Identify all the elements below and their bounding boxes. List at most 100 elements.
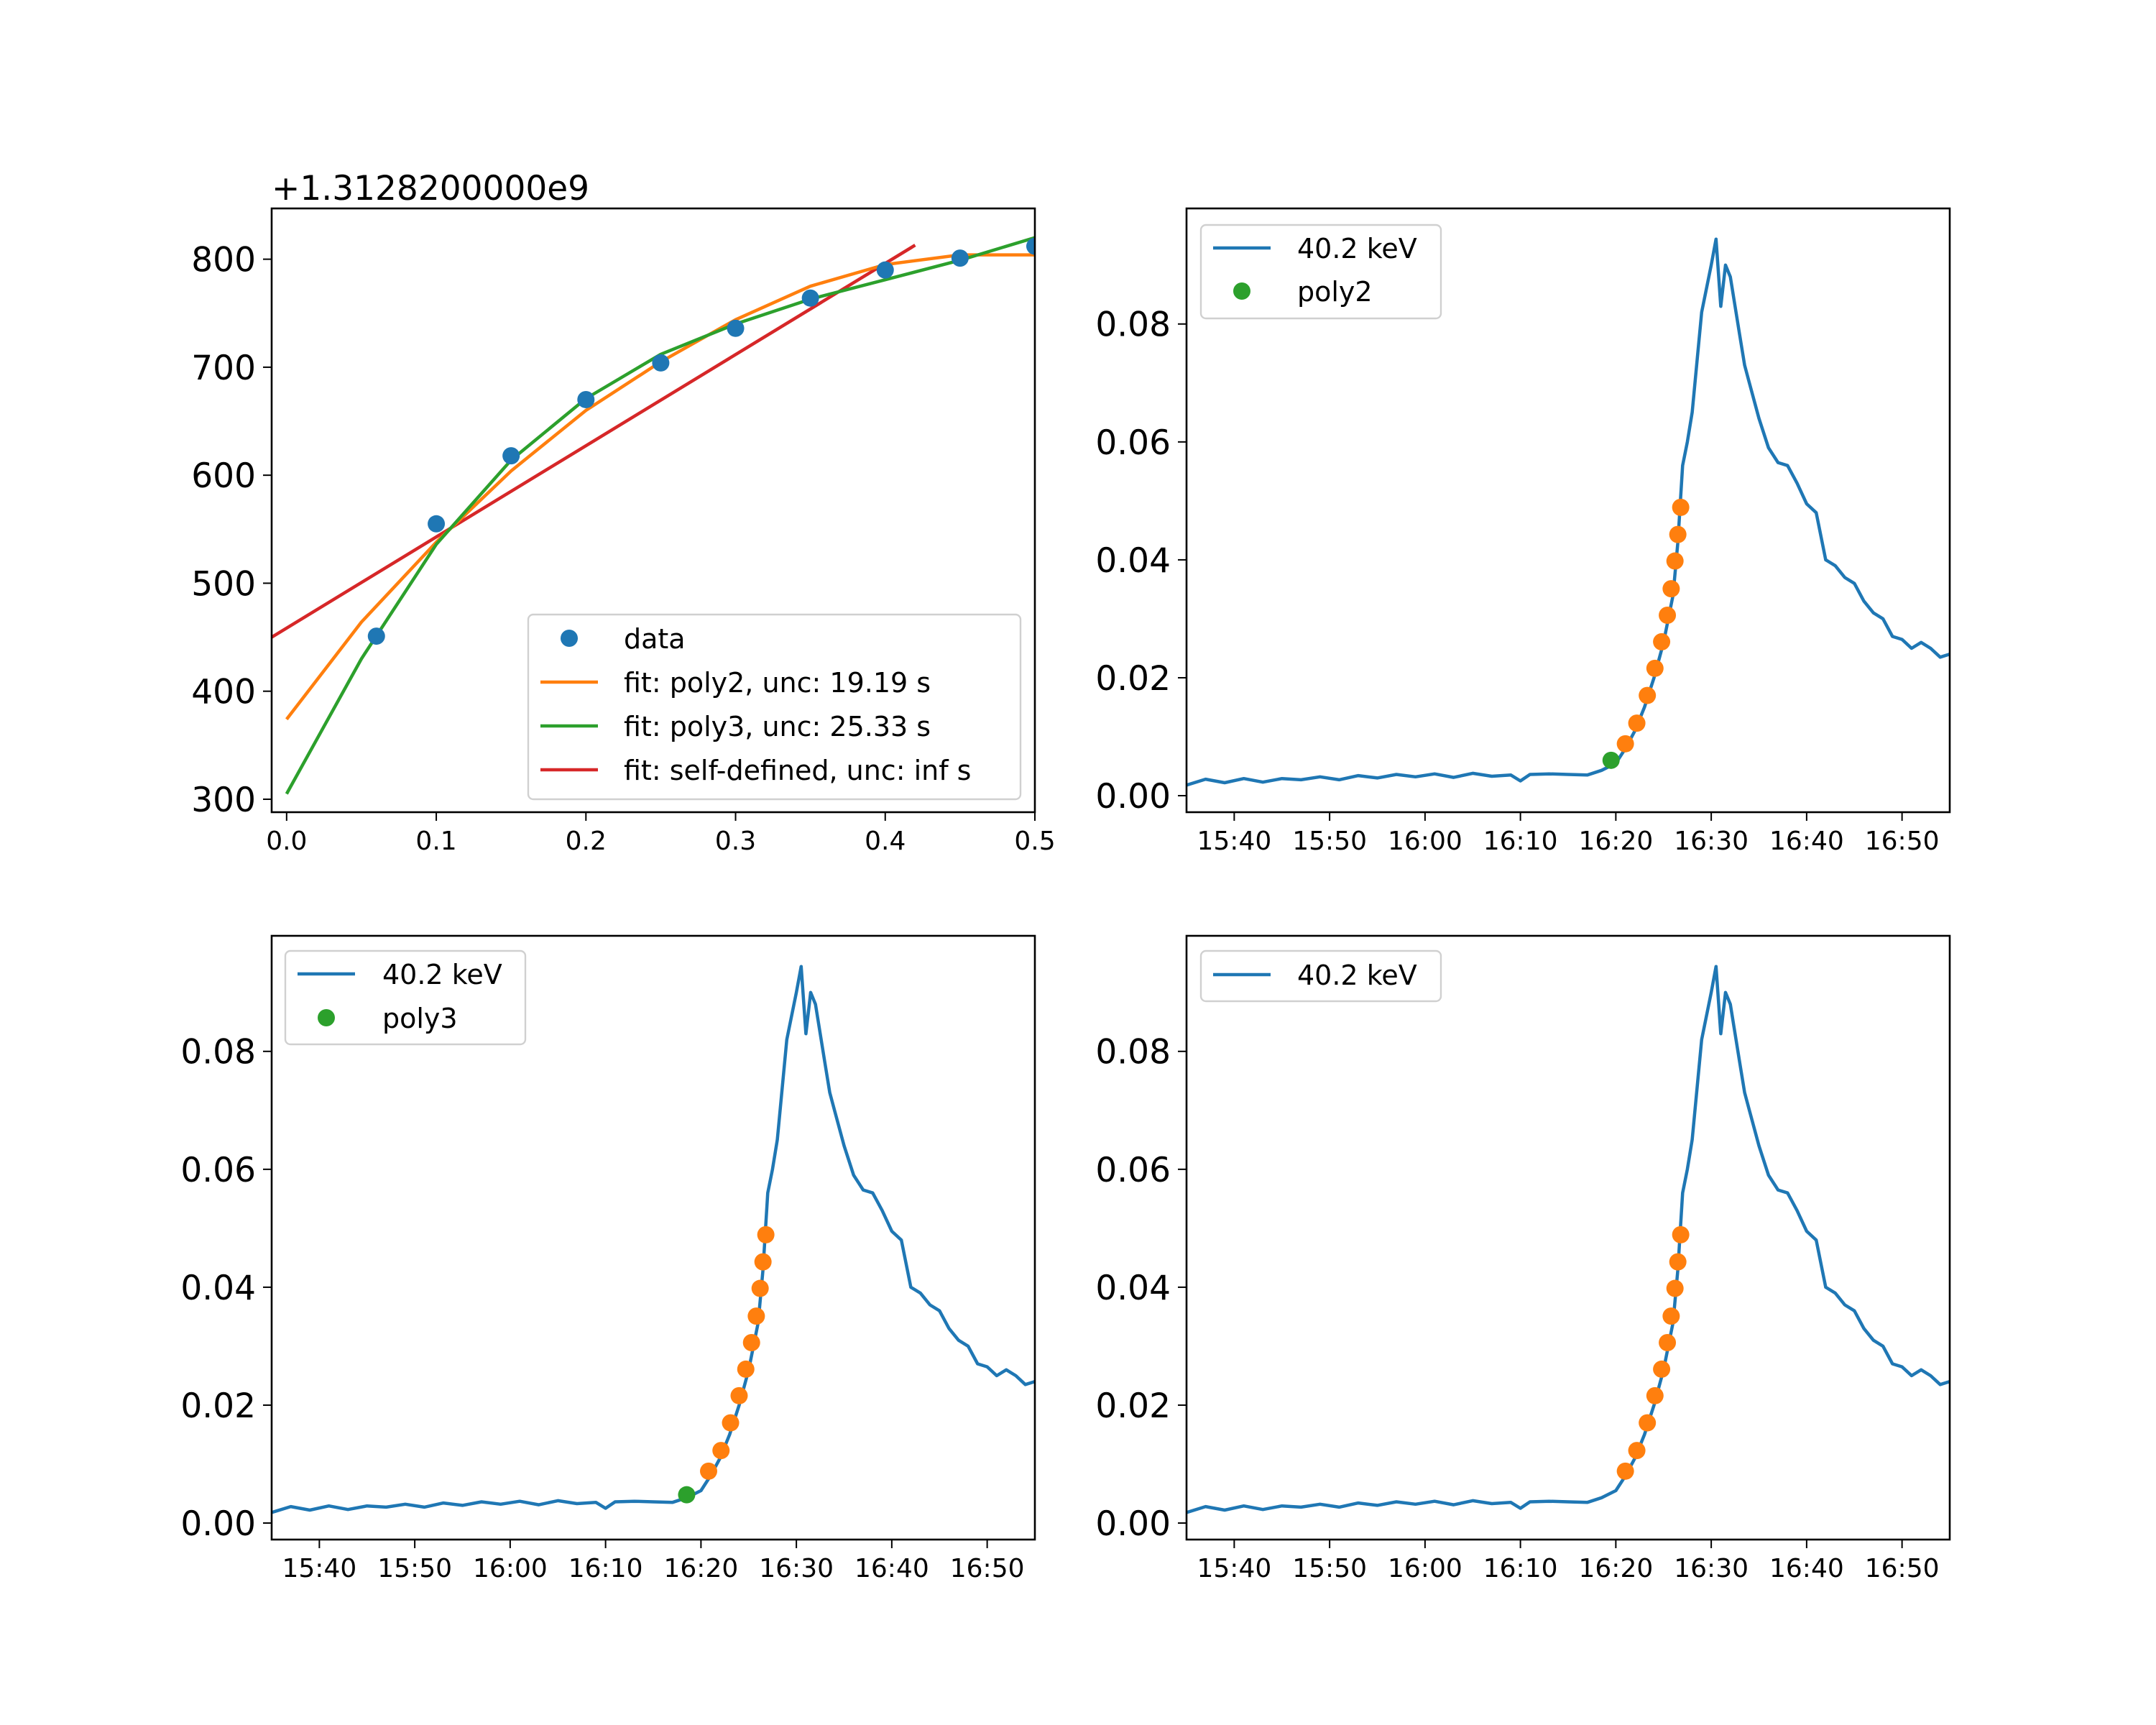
y-tick-label: 0.04 xyxy=(1095,541,1171,581)
y-tick-label: 700 xyxy=(191,349,256,388)
legend-label-poly3: poly3 xyxy=(382,1003,458,1034)
x-tick-label: 15:40 xyxy=(1197,1554,1272,1583)
lightcurve-40keV xyxy=(1187,237,1950,787)
x-tick-label: 16:10 xyxy=(1483,827,1558,856)
lightcurve-40keV xyxy=(1187,965,1950,1514)
x-tick-label: 16:30 xyxy=(759,1554,834,1583)
x-tick-label: 16:10 xyxy=(1483,1554,1558,1583)
y-tick-label: 0.00 xyxy=(1095,777,1171,816)
fit-point-orange xyxy=(1662,1307,1680,1325)
lightcurve-40keV xyxy=(272,965,1035,1514)
fit-point-orange xyxy=(722,1414,740,1432)
fit-point-orange xyxy=(754,1253,772,1271)
lightcurve-panel-poly3: 15:40 15:50 16:00 16:10 16:20 16:30 16:40 16:50… xyxy=(180,934,1036,1583)
fit-point-orange xyxy=(1669,1253,1687,1271)
x-tick-label: 15:50 xyxy=(1292,1554,1367,1583)
y-tick-label: 0.00 xyxy=(180,1504,256,1544)
y-tick-label: 0.02 xyxy=(180,1386,256,1426)
fit-point-orange xyxy=(737,1360,755,1378)
y-tick-label: 500 xyxy=(191,564,256,604)
data-point xyxy=(502,447,520,465)
y-tick-label: 0.08 xyxy=(1095,1033,1171,1072)
x-tick-label: 15:50 xyxy=(1292,827,1367,856)
data-point xyxy=(1026,237,1035,255)
x-tick-label: 15:50 xyxy=(377,1554,452,1583)
fit-point-orange xyxy=(1659,1334,1677,1352)
fit-point-orange xyxy=(1639,686,1657,704)
data-point xyxy=(577,390,595,408)
fit-axes: 0.0 0.1 0.2 0.3 0.4 0.5 300 400 500 600 700 800 xyxy=(191,207,1056,856)
lightcurve-panel-plain: 15:40 15:50 16:00 16:10 16:20 16:30 16:40 16:50… xyxy=(1095,934,1951,1583)
y-tick-label: 600 xyxy=(191,456,256,496)
y-tick-label: 0.06 xyxy=(1095,1151,1171,1190)
fit-point-orange xyxy=(751,1279,769,1297)
x-tick-label: 16:50 xyxy=(1865,827,1940,856)
x-tick-label: 16:00 xyxy=(473,1554,548,1583)
x-tick-label: 0.5 xyxy=(1014,827,1055,856)
fit-point-orange xyxy=(699,1462,717,1480)
x-tick-label: 16:20 xyxy=(1579,827,1654,856)
fit-point-orange xyxy=(1666,1279,1684,1297)
fit-point-orange xyxy=(730,1386,748,1404)
data-point xyxy=(428,515,446,533)
x-tick-label: 16:20 xyxy=(664,1554,739,1583)
data-point xyxy=(367,627,385,645)
data-point xyxy=(876,261,894,279)
legend-label-40keV: 40.2 keV xyxy=(1297,233,1417,264)
x-tick-label: 16:40 xyxy=(1769,1554,1844,1583)
fit-point-orange xyxy=(1672,1225,1690,1243)
lightcurve-line xyxy=(1187,237,1950,787)
lightcurve-axes: 15:40 15:50 16:00 16:10 16:20 16:30 16:40 16:50… xyxy=(1095,934,1951,1583)
fit-point-green xyxy=(1602,751,1620,769)
self-defined-fit-line xyxy=(272,244,916,639)
x-tick-label: 16:00 xyxy=(1388,827,1462,856)
y-tick-label: 0.04 xyxy=(1095,1269,1171,1308)
legend-marker-data xyxy=(561,630,578,647)
fit-point-orange xyxy=(1653,1360,1671,1378)
fit-point-orange xyxy=(1653,632,1671,650)
y-tick-label: 0.06 xyxy=(180,1151,256,1190)
axes-frame xyxy=(1185,934,1951,1541)
fit-point-orange xyxy=(1659,607,1677,625)
fit-point-orange xyxy=(1646,659,1664,677)
fit-panel: +1.3128200000e9 0.0 0.1 0.2 0.3 0.4 0.5 300 400… xyxy=(191,169,1055,856)
fit-point-orange xyxy=(1616,1462,1634,1480)
fit-points xyxy=(678,1225,775,1504)
x-tick-label: 0.3 xyxy=(715,827,756,856)
data-point xyxy=(951,249,969,267)
fit-point-orange xyxy=(1628,714,1646,732)
lightcurve-line xyxy=(272,965,1035,1514)
x-tick-label: 0.4 xyxy=(865,827,906,856)
axes-frame xyxy=(270,934,1036,1541)
x-tick-label: 16:30 xyxy=(1674,1554,1749,1583)
x-tick-label: 0.2 xyxy=(566,827,607,856)
y-tick-label: 0.00 xyxy=(1095,1504,1171,1544)
x-tick-label: 16:30 xyxy=(1674,827,1749,856)
x-tick-label: 16:00 xyxy=(1388,1554,1462,1583)
y-tick-label: 800 xyxy=(191,241,256,280)
y-tick-label: 0.06 xyxy=(1095,423,1171,463)
data-points xyxy=(367,237,1035,645)
legend-marker-poly2 xyxy=(1233,282,1250,300)
y-tick-label: 300 xyxy=(191,781,256,820)
fit-point-orange xyxy=(1669,525,1687,543)
x-tick-label: 15:40 xyxy=(1197,827,1272,856)
x-tick-label: 0.1 xyxy=(415,827,456,856)
fit-point-orange xyxy=(1672,498,1690,516)
y-tick-label: 0.08 xyxy=(180,1033,256,1072)
x-tick-label: 16:20 xyxy=(1579,1554,1654,1583)
legend-label-40keV: 40.2 keV xyxy=(382,959,502,990)
y-tick-label: 0.08 xyxy=(1095,305,1171,345)
x-tick-label: 16:10 xyxy=(568,1554,643,1583)
y-tick-label: 400 xyxy=(191,673,256,712)
legend-marker-poly3 xyxy=(318,1009,335,1026)
lightcurve-legend: 40.2 keV xyxy=(1199,949,1442,1003)
legend-label-poly2: poly2 xyxy=(1297,276,1373,308)
fit-point-orange xyxy=(1662,580,1680,598)
legend-label-poly3: fit: poly3, unc: 25.33 s xyxy=(624,711,931,742)
lightcurve-panel-poly2: 15:40 15:50 16:00 16:10 16:20 16:30 16:40 16:50… xyxy=(1095,207,1951,856)
data-point xyxy=(652,354,670,372)
fit-point-orange xyxy=(747,1307,765,1325)
